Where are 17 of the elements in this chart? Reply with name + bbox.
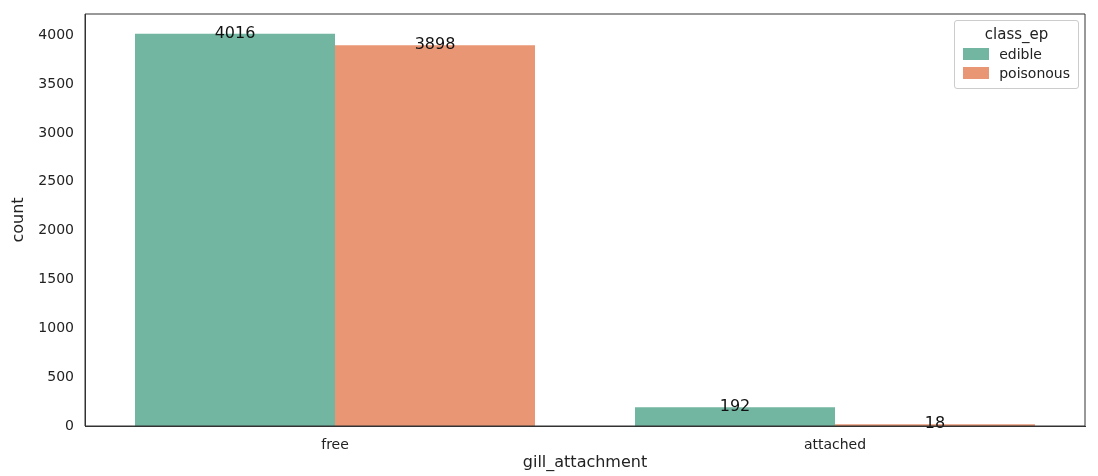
y-tick-label: 4000 (38, 25, 74, 42)
y-axis-title: count (7, 197, 27, 243)
y-tick-label: 1000 (38, 318, 74, 335)
legend-label: edible (999, 46, 1042, 62)
y-tick-label: 1500 (38, 270, 74, 287)
y-tick-label: 2500 (38, 172, 74, 189)
legend-label: poisonous (999, 65, 1070, 81)
y-tick-label: 500 (47, 367, 74, 384)
y-tick-label: 3000 (38, 123, 74, 140)
y-tick-label: 3500 (38, 74, 74, 91)
x-axis-title: gill_attachment (522, 451, 648, 472)
y-tick-label: 2000 (38, 221, 74, 238)
data-label: 4016 (214, 22, 256, 42)
x-tick-label: attached (803, 436, 867, 453)
y-tick-label: 0 (65, 416, 74, 433)
x-tick-label: free (321, 436, 349, 453)
legend-title: class_ep (983, 25, 1050, 43)
